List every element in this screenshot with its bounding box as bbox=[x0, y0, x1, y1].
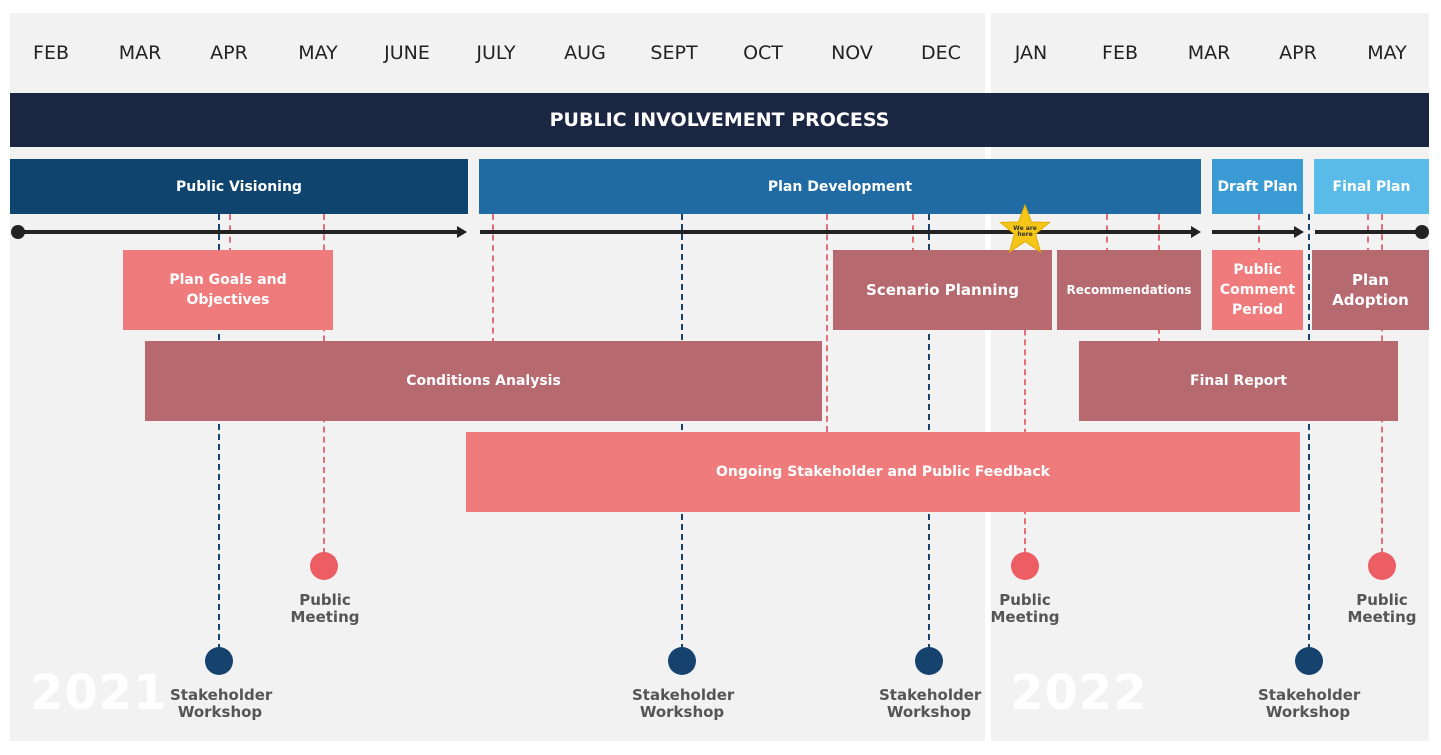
month-label: AUG bbox=[564, 42, 606, 64]
task-plan-adoption: Plan Adoption bbox=[1312, 250, 1429, 330]
timeline-segment bbox=[1212, 230, 1294, 234]
phase-draft-plan: Draft Plan bbox=[1212, 159, 1303, 214]
arrow-head-icon bbox=[457, 226, 467, 238]
star-icon bbox=[999, 203, 1051, 254]
timeline-end-dot bbox=[1415, 225, 1429, 239]
month-label: JUNE bbox=[384, 42, 430, 64]
month-label: OCT bbox=[743, 42, 783, 64]
month-label: JAN bbox=[1014, 42, 1048, 64]
month-label: APR bbox=[1279, 42, 1317, 64]
task-ongoing-feedback: Ongoing Stakeholder and Public Feedback bbox=[466, 432, 1300, 512]
month-label: JULY bbox=[476, 42, 516, 64]
phase-plan-development: Plan Development bbox=[479, 159, 1201, 214]
task-line bbox=[1367, 214, 1369, 254]
month-label: APR bbox=[210, 42, 248, 64]
month-label: FEB bbox=[33, 42, 69, 64]
public-meeting-label: Public Meeting bbox=[290, 591, 360, 626]
timeline-segment bbox=[480, 230, 1191, 234]
process-title: PUBLIC INVOLVEMENT PROCESS bbox=[10, 93, 1429, 147]
stakeholder-workshop-dot bbox=[205, 647, 233, 675]
month-label: MAR bbox=[118, 42, 162, 64]
task-scenario-planning: Scenario Planning bbox=[833, 250, 1052, 330]
month-label: SEPT bbox=[650, 42, 698, 64]
phase-public-visioning: Public Visioning bbox=[10, 159, 468, 214]
stakeholder-workshop-dot bbox=[668, 647, 696, 675]
public-meeting-dot bbox=[1011, 552, 1039, 580]
year-label-2022: 2022 bbox=[1010, 665, 1148, 721]
stakeholder-workshop-label: Stakeholder Workshop bbox=[1258, 686, 1361, 721]
timeline-segment bbox=[1315, 230, 1421, 234]
task-line bbox=[1258, 214, 1260, 254]
month-label: FEB bbox=[1102, 42, 1138, 64]
we-are-here-label: We are here bbox=[1013, 225, 1037, 238]
task-plan-goals: Plan Goals and Objectives bbox=[123, 250, 333, 330]
workshop-line bbox=[1308, 214, 1310, 650]
month-label: NOV bbox=[831, 42, 873, 64]
month-label: MAY bbox=[298, 42, 338, 64]
stakeholder-workshop-dot bbox=[915, 647, 943, 675]
meeting-line bbox=[229, 214, 231, 254]
month-label: MAR bbox=[1187, 42, 1231, 64]
year-label-2021: 2021 bbox=[30, 665, 168, 721]
arrow-head-icon bbox=[1191, 226, 1201, 238]
task-recommendations: Recommendations bbox=[1057, 250, 1201, 330]
public-meeting-label: Public Meeting bbox=[1347, 591, 1417, 626]
task-line bbox=[912, 214, 914, 254]
timeline-segment bbox=[17, 230, 457, 234]
task-line bbox=[826, 214, 828, 432]
task-final-report: Final Report bbox=[1079, 341, 1398, 421]
task-line bbox=[1106, 214, 1108, 254]
meeting-line bbox=[1024, 250, 1026, 554]
task-conditions-analysis: Conditions Analysis bbox=[145, 341, 822, 421]
task-public-comment: Public Comment Period bbox=[1212, 250, 1303, 330]
month-label: DEC bbox=[921, 42, 961, 64]
stakeholder-workshop-label: Stakeholder Workshop bbox=[170, 686, 273, 721]
public-meeting-label: Public Meeting bbox=[990, 591, 1060, 626]
phase-final-plan: Final Plan bbox=[1314, 159, 1429, 214]
arrow-head-icon bbox=[1294, 226, 1304, 238]
public-meeting-dot bbox=[1368, 552, 1396, 580]
stakeholder-workshop-label: Stakeholder Workshop bbox=[879, 686, 982, 721]
task-line bbox=[492, 214, 494, 344]
month-label: MAY bbox=[1367, 42, 1407, 64]
workshop-line bbox=[218, 214, 220, 650]
stakeholder-workshop-label: Stakeholder Workshop bbox=[632, 686, 735, 721]
public-meeting-dot bbox=[310, 552, 338, 580]
stakeholder-workshop-dot bbox=[1295, 647, 1323, 675]
